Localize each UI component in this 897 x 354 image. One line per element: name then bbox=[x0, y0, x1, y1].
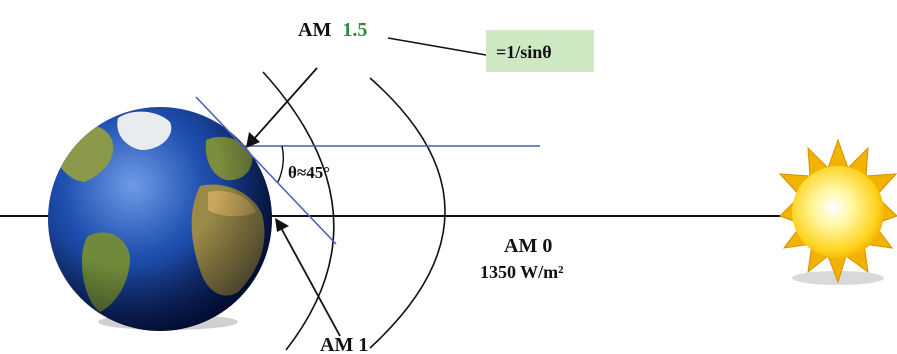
earth-globe-icon bbox=[48, 107, 272, 331]
am15-prefix: AM bbox=[298, 19, 331, 41]
formula-text: =1/sinθ bbox=[496, 42, 552, 62]
formula-box bbox=[486, 30, 594, 72]
arc-inner bbox=[262, 71, 335, 351]
am15-label: AM 1.5 bbox=[298, 19, 367, 41]
am15-value: 1.5 bbox=[342, 19, 367, 41]
am1-arrowhead bbox=[275, 218, 289, 232]
sun-icon bbox=[778, 138, 897, 285]
am0-label: AM 0 bbox=[504, 235, 552, 257]
formula-pointer bbox=[387, 37, 487, 56]
am1-ray bbox=[279, 225, 341, 337]
am15-arrowhead bbox=[246, 132, 260, 148]
am0-irradiance-label: 1350 W/m² bbox=[480, 262, 564, 282]
arc-outer bbox=[369, 77, 446, 349]
am15-ray bbox=[252, 67, 318, 141]
angle-arc bbox=[277, 145, 285, 183]
tangent-line bbox=[195, 96, 337, 245]
am1-label: AM 1 bbox=[320, 334, 368, 354]
angle-label: θ≈45° bbox=[288, 163, 330, 182]
